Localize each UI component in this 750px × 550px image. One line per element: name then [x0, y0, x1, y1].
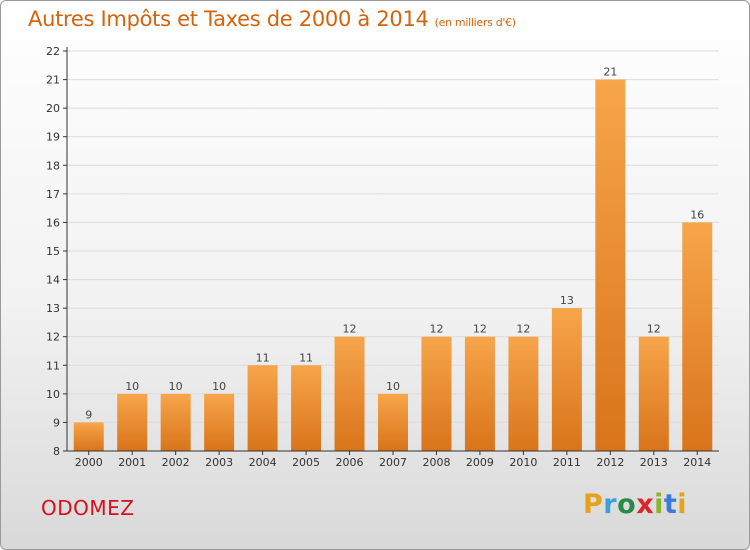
bar-2006: [334, 336, 365, 451]
y-tick-label: 14: [46, 274, 60, 287]
y-tick-label: 15: [46, 245, 60, 258]
y-tick-label: 13: [46, 302, 60, 315]
bar-2002: [160, 393, 191, 451]
bar-2008: [421, 336, 452, 451]
y-tick-label: 21: [46, 74, 60, 87]
value-label-2014: 16: [690, 208, 704, 221]
x-tick-label-2003: 2003: [205, 456, 233, 469]
logo-letter: i: [654, 489, 664, 520]
title-text: Autres Impôts et Taxes de 2000 à 2014: [28, 7, 429, 31]
y-tick-label: 18: [46, 159, 60, 172]
y-tick-label: 12: [46, 331, 60, 344]
value-label-2006: 12: [343, 323, 357, 336]
chart-title: Autres Impôts et Taxes de 2000 à 2014 (en…: [28, 7, 516, 31]
x-tick-label-2002: 2002: [162, 456, 190, 469]
y-tick-label: 19: [46, 131, 60, 144]
value-label-2007: 10: [386, 380, 400, 393]
x-tick-label-2014: 2014: [683, 456, 711, 469]
value-label-2012: 21: [603, 66, 617, 79]
x-tick-label-2001: 2001: [118, 456, 146, 469]
value-label-2011: 13: [560, 294, 574, 307]
bar-2007: [378, 393, 408, 451]
value-label-2010: 12: [516, 323, 530, 336]
bar-2001: [117, 393, 148, 451]
bar-2012: [595, 79, 626, 452]
axis-layer: 8 9 10 11 12 13 14 15 16 17 18 19 20 21 22 2000 2001 2002…: [46, 45, 719, 469]
x-tick-label-2004: 2004: [249, 456, 277, 469]
logo-letter: t: [663, 489, 678, 520]
bar-2011: [551, 308, 582, 451]
x-tick-label-2012: 2012: [596, 456, 624, 469]
x-tick-label-2010: 2010: [509, 456, 537, 469]
value-label-2002: 10: [169, 380, 183, 393]
value-label-2008: 12: [429, 323, 443, 336]
logo-letter: P: [583, 489, 604, 520]
y-tick-label: 10: [46, 388, 60, 401]
x-tick-label-2011: 2011: [553, 456, 581, 469]
x-tick-label-2008: 2008: [422, 456, 450, 469]
y-tick-label: 16: [46, 216, 60, 229]
x-tick-label-2005: 2005: [292, 456, 320, 469]
y-tick-label: 17: [46, 188, 60, 201]
logo-letter: i: [677, 489, 688, 520]
bar-2010: [508, 336, 539, 451]
x-tick-label-2013: 2013: [640, 456, 668, 469]
commune-name: ODOMEZ: [41, 496, 135, 520]
value-label-2013: 12: [647, 323, 661, 336]
title-unit: (en milliers d'€): [434, 16, 516, 29]
logo-letter: o: [617, 489, 637, 520]
y-tick-label: 8: [53, 445, 60, 458]
value-label-2000: 9: [85, 408, 92, 421]
bar-2013: [638, 336, 669, 451]
logo-letter: x: [636, 489, 655, 520]
y-tick-label: 20: [46, 102, 60, 115]
bar-2004: [247, 365, 278, 451]
value-label-2001: 10: [125, 380, 139, 393]
bar-2000: [73, 422, 104, 451]
value-label-2009: 12: [473, 323, 487, 336]
value-label-2005: 11: [299, 351, 313, 364]
x-tick-label-2006: 2006: [336, 456, 364, 469]
bar-2014: [682, 222, 713, 451]
y-tick-label: 22: [46, 45, 60, 58]
x-tick-label-2009: 2009: [466, 456, 494, 469]
logo-letter: r: [603, 489, 618, 520]
value-label-2004: 11: [256, 351, 270, 364]
y-tick-label: 9: [53, 416, 60, 429]
bar-2003: [204, 393, 235, 451]
x-tick-label-2007: 2007: [379, 456, 407, 469]
bar-layer: 9 10 10 10 11 11 12 10 12 12 12 13 21 12 16: [73, 66, 713, 452]
x-tick-label-2000: 2000: [75, 456, 103, 469]
y-tick-label: 11: [46, 359, 60, 372]
bar-2009: [464, 336, 495, 451]
bar-2005: [291, 365, 322, 451]
value-label-2003: 10: [212, 380, 226, 393]
proxiti-logo[interactable]: Proxiti: [583, 489, 687, 520]
